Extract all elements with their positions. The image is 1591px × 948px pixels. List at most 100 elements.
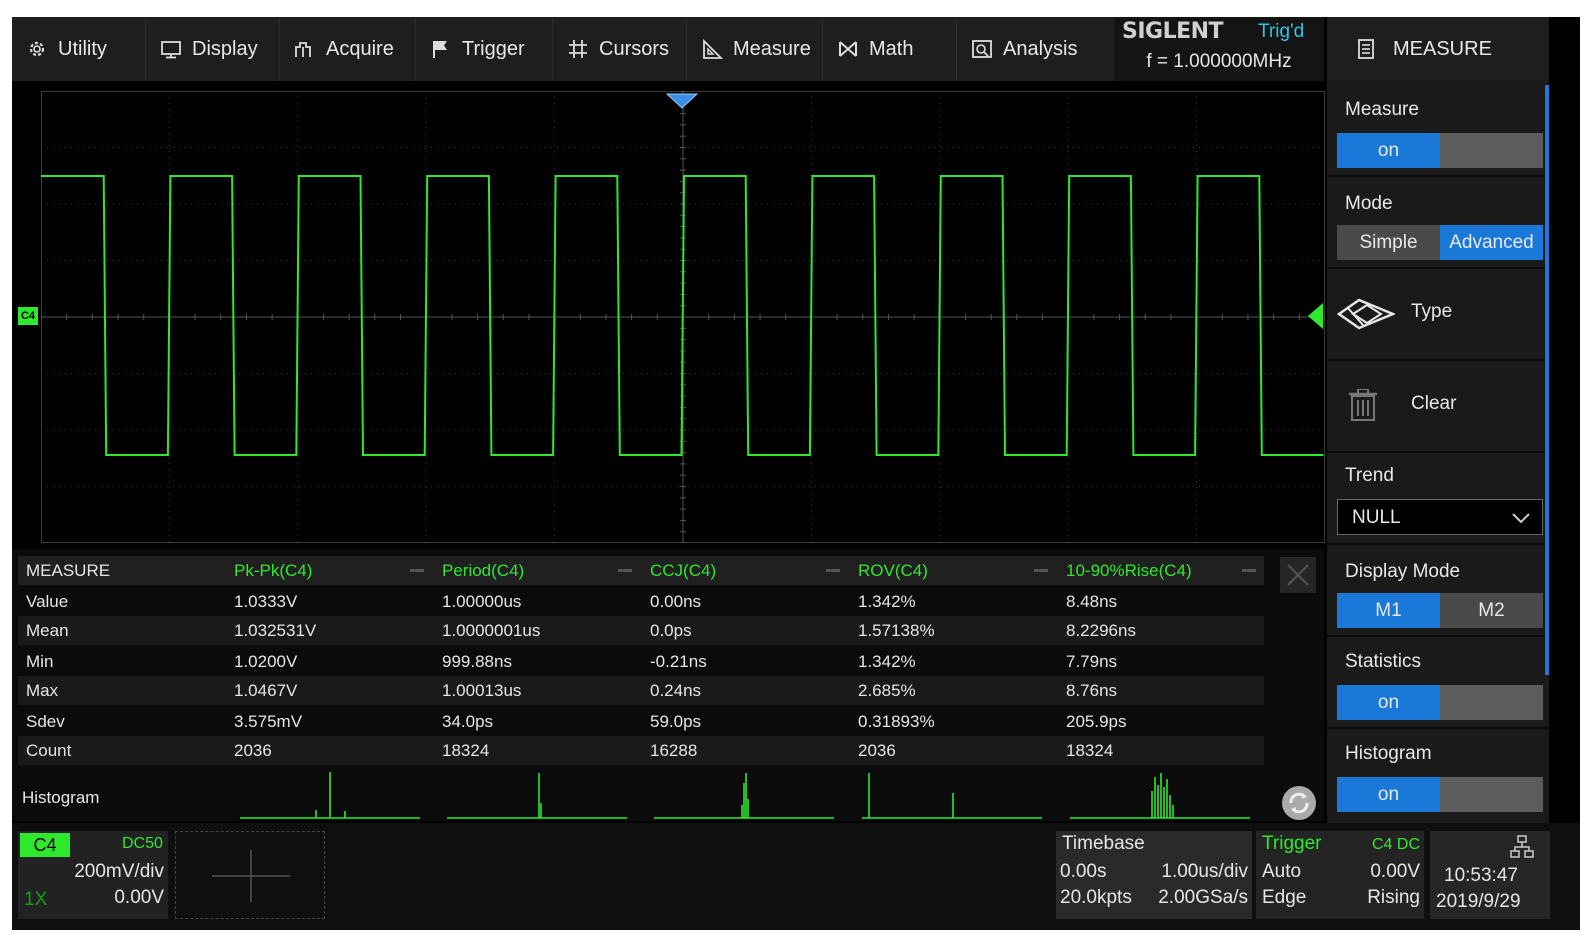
waveform-svg <box>41 91 1325 543</box>
mode-section: Mode Simple Advanced <box>1327 177 1549 269</box>
siglent-logo: SIGLENT <box>1122 19 1224 44</box>
histogram-strip <box>240 772 1250 819</box>
reset-statistics-button[interactable] <box>1280 784 1318 822</box>
display-mode-m2[interactable]: M2 <box>1440 593 1543 628</box>
table-row: Max 1.0467V 1.00013us 0.24ns 2.685% 8.76… <box>18 676 1264 705</box>
table-row: Sdev 3.575mV 34.0ps 59.0ps 0.31893% 205.… <box>18 707 1264 736</box>
cell-value: 8.2296ns <box>1066 621 1136 640</box>
column-header[interactable]: Period(C4) <box>442 561 525 580</box>
chevron-down-icon <box>1512 513 1530 524</box>
timebase-memory: 20.0kpts <box>1060 887 1132 908</box>
mode-option-advanced[interactable]: Advanced <box>1440 225 1543 260</box>
measure-table-header: MEASURE Pk-Pk(C4) Period(C4) CCJ(C4) ROV… <box>18 556 1264 585</box>
cell-value: 34.0ps <box>442 712 494 731</box>
cell-value: 1.0467V <box>234 681 298 700</box>
clock-info: 10:53:47 2019/9/29 <box>1430 831 1550 919</box>
channel-4-info[interactable]: C4 DC50 200mV/div 1X 0.00V <box>18 831 168 919</box>
row-label: Min <box>26 652 54 671</box>
menu-cursors[interactable]: Cursors <box>553 17 687 81</box>
brand-status-box: SIGLENT Trig'd f = 1.000000MHz <box>1114 17 1324 81</box>
trash-icon <box>1349 389 1377 421</box>
cell-value: 2.685% <box>858 681 916 700</box>
mode-toggle[interactable]: Simple Advanced <box>1337 225 1543 260</box>
histogram-toggle[interactable]: on <box>1337 777 1543 812</box>
column-header[interactable]: 10-90%Rise(C4) <box>1066 561 1192 580</box>
crosshair-icon <box>567 38 589 60</box>
column-header[interactable]: ROV(C4) <box>858 561 928 580</box>
cell-value: 59.0ps <box>650 712 702 731</box>
menu-acquire[interactable]: Acquire <box>280 17 416 81</box>
table-row: Min 1.0200V 999.88ns -0.21ns 1.342% 7.79… <box>18 647 1264 676</box>
statistics-toggle[interactable]: on <box>1337 685 1543 720</box>
row-label: Value <box>26 592 69 611</box>
network-icon <box>1510 835 1534 858</box>
menu-display[interactable]: Display <box>146 17 280 81</box>
menu-analysis-label: Analysis <box>1003 37 1078 60</box>
right-panel-title: MEASURE <box>1393 37 1492 60</box>
menu-display-label: Display <box>192 37 258 60</box>
histogram-section: Histogram on <box>1327 729 1549 823</box>
trigger-position-marker[interactable] <box>666 93 698 109</box>
cell-value: 205.9ps <box>1066 712 1127 731</box>
clear-button[interactable]: Clear <box>1327 361 1549 453</box>
channel-probe: 1X <box>24 889 48 910</box>
trigger-slope: Rising <box>1367 887 1420 908</box>
close-measure-table-button[interactable] <box>1280 557 1316 593</box>
menu-cursors-label: Cursors <box>599 37 670 60</box>
waveform-display[interactable] <box>41 91 1325 543</box>
menu-utility-label: Utility <box>58 37 107 60</box>
measure-on-state: on <box>1337 133 1440 168</box>
math-icon <box>837 38 859 60</box>
right-panel-scrollbar[interactable] <box>1545 85 1549 675</box>
timebase-scale: 1.00us/div <box>1161 861 1248 882</box>
cell-value: 1.00000us <box>442 592 522 611</box>
trigger-state: Trig'd <box>1258 21 1305 42</box>
column-header[interactable]: CCJ(C4) <box>650 561 717 580</box>
cell-value: 8.48ns <box>1066 592 1118 611</box>
menu-analysis[interactable]: Analysis <box>957 17 1104 81</box>
channel-marker[interactable]: C4 <box>18 307 38 325</box>
cell-value: 1.0000001us <box>442 621 541 640</box>
row-label: Max <box>26 681 59 700</box>
add-channel-slot[interactable] <box>175 831 325 919</box>
acquire-icon <box>294 38 316 60</box>
trend-select[interactable]: NULL <box>1337 499 1543 535</box>
timebase-sample-rate: 2.00GSa/s <box>1158 887 1248 908</box>
display-mode-toggle[interactable]: M1 M2 <box>1337 593 1543 628</box>
frequency-counter: f = 1.000000MHz <box>1146 51 1292 72</box>
display-mode-m1[interactable]: M1 <box>1337 593 1440 628</box>
mode-option-simple[interactable]: Simple <box>1337 225 1440 260</box>
menu-utility[interactable]: Utility <box>12 17 146 81</box>
histogram-on-state: on <box>1337 777 1440 812</box>
clock-date: 2019/9/29 <box>1436 891 1521 912</box>
timebase-info[interactable]: Timebase 0.00s 1.00us/div 20.0kpts 2.00G… <box>1056 831 1252 919</box>
histogram-label: Histogram <box>1345 743 1432 764</box>
measure-toggle[interactable]: on <box>1337 133 1543 168</box>
menu-math[interactable]: Math <box>823 17 957 81</box>
cell-value: 1.0200V <box>234 652 298 671</box>
close-icon <box>1287 564 1309 586</box>
column-header[interactable]: Pk-Pk(C4) <box>234 561 313 580</box>
menu-measure-label: Measure <box>733 37 811 60</box>
trend-section: Trend NULL <box>1327 453 1549 545</box>
cell-value: 0.00ns <box>650 592 702 611</box>
display-mode-section: Display Mode M1 M2 <box>1327 545 1549 637</box>
menu-measure[interactable]: Measure <box>687 17 823 81</box>
column-dash <box>618 569 632 572</box>
menu-trigger[interactable]: Trigger <box>416 17 553 81</box>
trigger-info[interactable]: Trigger C4 DC Auto 0.00V Edge Rising <box>1256 831 1424 919</box>
trigger-type: Edge <box>1262 887 1307 908</box>
statistics-on-state: on <box>1337 685 1440 720</box>
cell-value: 0.0ps <box>650 621 692 640</box>
cell-value: 18324 <box>1066 741 1114 760</box>
cell-value: 18324 <box>442 741 490 760</box>
cell-value: 16288 <box>650 741 698 760</box>
measure-header-label: MEASURE <box>26 561 111 580</box>
trigger-level-marker[interactable] <box>1308 303 1324 329</box>
ruler-icon <box>701 38 723 60</box>
type-button[interactable]: Type <box>1327 269 1549 361</box>
analysis-icon <box>971 38 993 60</box>
cell-value: 0.31893% <box>858 712 935 731</box>
right-panel-header: MEASURE <box>1327 17 1549 81</box>
display-mode-label: Display Mode <box>1345 561 1461 582</box>
